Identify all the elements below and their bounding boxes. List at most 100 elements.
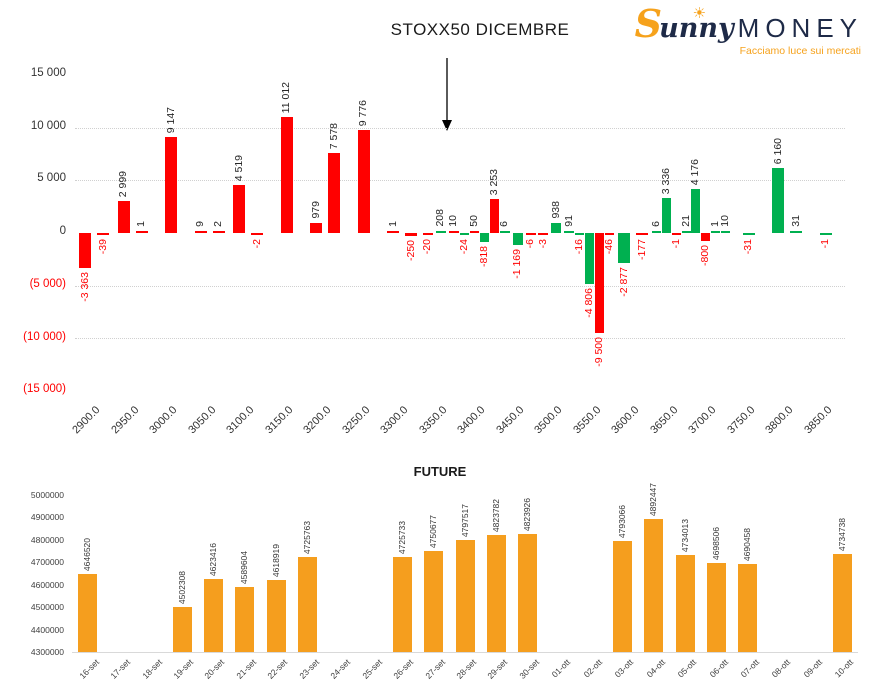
put-bar	[118, 201, 130, 233]
put-bar	[405, 233, 417, 236]
bar-value-label: 4646520	[82, 537, 92, 571]
y-tick-label: 4800000	[30, 535, 64, 545]
bar-value-label: 10	[447, 215, 459, 227]
bar-value-label: 4793066	[617, 504, 627, 538]
call-bar	[460, 233, 469, 235]
bar-value-label: 4618919	[271, 543, 281, 577]
bar-value-label: -3	[537, 239, 549, 249]
bar-value-label: 2	[212, 221, 224, 227]
bar-value-label: 4 519	[233, 154, 245, 181]
call-bar	[564, 231, 574, 233]
call-bar	[820, 233, 832, 235]
call-bar	[436, 231, 446, 233]
bar-value-label: 1	[135, 221, 147, 227]
put-bar	[79, 233, 91, 268]
bar-value-label: 31	[790, 215, 802, 227]
top-chart-title: STOXX50 DICEMBRE	[390, 20, 570, 39]
future-oi-bar	[833, 554, 852, 652]
y-tick-label: 5000000	[30, 490, 64, 500]
call-bar	[618, 233, 630, 263]
y-tick-label: 4400000	[30, 625, 64, 635]
bar-value-label: -1	[819, 239, 831, 249]
bar-value-label: -9 500	[593, 337, 605, 367]
future-oi-bar	[267, 580, 286, 652]
bar-value-label: 979	[310, 201, 322, 219]
call-bar	[772, 168, 784, 233]
put-bar	[538, 233, 548, 235]
put-bar	[251, 233, 263, 235]
call-bar	[551, 223, 561, 233]
call-bar	[575, 233, 584, 235]
bar-value-label: 4725763	[302, 520, 312, 554]
future-oi-bar	[707, 563, 726, 652]
top-gridline	[75, 128, 845, 129]
bar-value-label: 4823926	[522, 497, 532, 531]
future-oi-bar	[613, 541, 632, 652]
put-bar	[387, 231, 399, 233]
y-tick-label: 10 000	[30, 120, 66, 132]
bar-value-label: -818	[478, 246, 490, 268]
logo-tagline: Facciamo luce sui mercati	[739, 45, 861, 57]
bar-value-label: 4502308	[177, 570, 187, 604]
y-tick-label: 4600000	[30, 580, 64, 590]
bar-value-label: -31	[742, 239, 754, 255]
bar-value-label: 6	[498, 221, 510, 227]
y-tick-label: (15 000)	[23, 383, 66, 395]
future-oi-bar	[424, 551, 443, 652]
bar-value-label: 91	[563, 215, 575, 227]
bar-value-label: 9 147	[165, 106, 177, 133]
put-bar	[97, 233, 109, 235]
put-bar	[449, 231, 459, 233]
bar-value-label: 4797517	[460, 503, 470, 537]
put-bar	[233, 185, 245, 233]
bar-value-label: 4725733	[397, 520, 407, 554]
bar-value-label: 4690458	[742, 527, 752, 561]
put-bar	[358, 130, 370, 233]
bar-value-label: -2 877	[618, 267, 630, 297]
call-bar	[682, 231, 691, 233]
call-bar	[480, 233, 489, 242]
bar-value-label: -3 363	[79, 272, 91, 302]
call-bar	[662, 198, 671, 233]
top-gridline	[75, 180, 845, 181]
bar-value-label: -1	[670, 239, 682, 249]
bar-value-label: 4734013	[680, 518, 690, 552]
bar-value-label: 208	[434, 209, 446, 227]
y-tick-label: 15 000	[30, 67, 66, 79]
y-tick-label: 5 000	[37, 172, 66, 184]
logo-money-text: MONEY	[737, 13, 863, 43]
put-bar	[213, 231, 225, 233]
price-arrow-annotation	[439, 55, 455, 135]
put-bar	[328, 153, 340, 233]
bar-value-label: 938	[550, 201, 562, 219]
bar-value-label: 2 999	[117, 170, 129, 197]
put-bar	[470, 231, 479, 233]
top-gridline	[75, 338, 845, 339]
call-bar	[652, 231, 661, 233]
future-oi-bar	[518, 534, 537, 652]
future-oi-bar	[456, 540, 475, 652]
bar-value-label: 50	[468, 215, 480, 227]
put-bar	[672, 233, 681, 235]
bar-value-label: 4892447	[648, 482, 658, 516]
put-bar	[526, 233, 536, 235]
bar-value-label: -2	[251, 239, 263, 249]
future-oi-bar	[644, 519, 663, 652]
put-bar	[195, 231, 207, 233]
put-bar	[490, 199, 499, 233]
bar-value-label: -6	[524, 239, 536, 249]
future-oi-bar	[298, 557, 317, 652]
bar-value-label: 10	[719, 215, 731, 227]
logo: ☀ Sunny MONEY Facciamo luce sui mercati	[634, 1, 863, 58]
put-bar	[310, 223, 322, 233]
logo-letter-s: S	[634, 1, 663, 46]
bar-value-label: 4750677	[428, 514, 438, 548]
top-gridline	[75, 286, 845, 287]
future-oi-bar	[204, 579, 223, 652]
y-tick-label: 4900000	[30, 512, 64, 522]
bar-value-label: 7 578	[328, 122, 340, 149]
put-bar	[701, 233, 710, 241]
bar-value-label: 4823782	[491, 498, 501, 532]
bar-value-label: -39	[97, 239, 109, 255]
down-arrow-icon	[442, 58, 452, 131]
